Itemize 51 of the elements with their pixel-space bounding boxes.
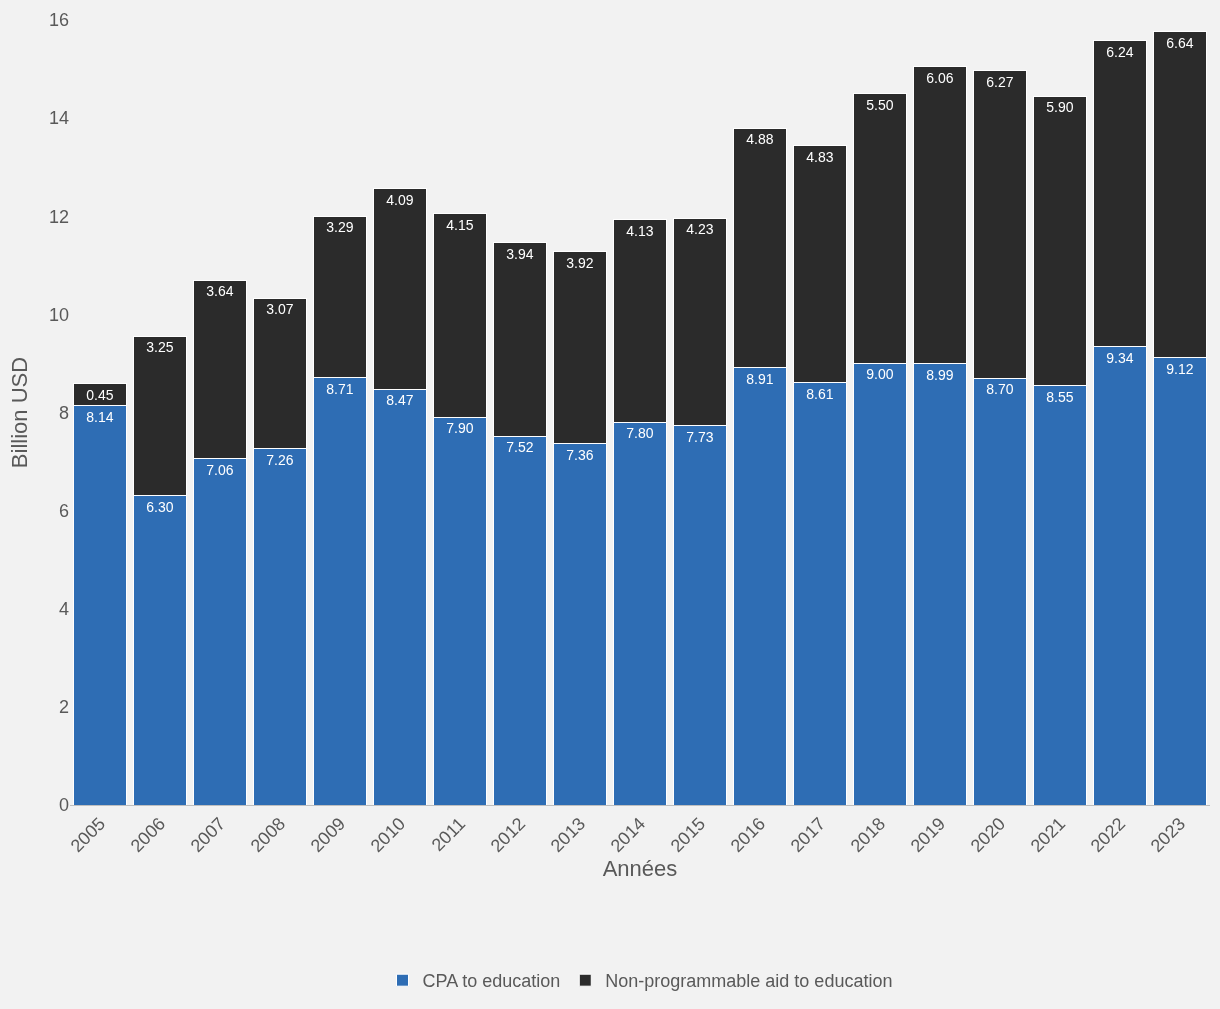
data-label: 9.00 (866, 366, 894, 383)
data-label: 3.64 (206, 283, 234, 300)
data-label: 8.14 (86, 408, 114, 425)
data-label: 0.45 (86, 386, 114, 403)
data-label: 7.90 (446, 420, 474, 437)
data-label: 3.29 (326, 219, 354, 236)
data-label: 8.71 (326, 380, 354, 397)
data-label: 4.09 (386, 191, 414, 208)
y-tick-label: 4 (58, 599, 69, 620)
data-label: 6.06 (926, 69, 954, 86)
data-label: 8.99 (926, 366, 954, 383)
data-label: 7.36 (566, 446, 594, 463)
data-label: 8.55 (1046, 388, 1074, 405)
y-tick-label: 10 (48, 304, 69, 325)
data-label: 4.13 (626, 222, 654, 239)
data-label: 3.07 (266, 301, 294, 318)
y-tick-label: 2 (58, 697, 69, 718)
data-label: 4.23 (686, 221, 714, 238)
data-label: 4.88 (746, 131, 774, 148)
data-label: 9.34 (1106, 349, 1134, 366)
data-label: 6.27 (986, 73, 1014, 90)
x-axis-title: Années (602, 856, 678, 882)
y-tick-label: 6 (58, 500, 69, 521)
data-label: 3.92 (566, 254, 594, 271)
data-label: 9.12 (1166, 360, 1194, 377)
data-label: 8.91 (746, 370, 774, 387)
y-axis-title: Billion USD (6, 356, 32, 469)
data-label: 5.90 (1046, 99, 1074, 116)
y-tick-label: 16 (48, 10, 69, 31)
y-tick-label: 0 (58, 795, 69, 816)
data-label: 7.80 (626, 425, 654, 442)
data-label: 3.94 (506, 245, 534, 262)
data-label: 3.25 (146, 339, 174, 356)
data-label: 5.50 (866, 96, 894, 113)
data-label: 6.30 (146, 498, 174, 515)
legend-label: Non-programmable aid to education (605, 971, 893, 992)
data-label: 8.61 (806, 385, 834, 402)
data-label: 7.52 (506, 439, 534, 456)
data-label: 8.47 (386, 392, 414, 409)
data-label: 7.26 (266, 451, 294, 468)
data-label: 8.70 (986, 381, 1014, 398)
y-tick-label: 12 (48, 206, 69, 227)
y-tick-label: 8 (58, 402, 69, 423)
data-label: 6.24 (1106, 43, 1134, 60)
legend-label: CPA to education (422, 971, 561, 992)
data-label: 7.73 (686, 428, 714, 445)
data-label: 6.64 (1166, 34, 1194, 51)
data-label: 7.06 (206, 461, 234, 478)
data-label: 4.83 (806, 148, 834, 165)
data-label: 4.15 (446, 216, 474, 233)
y-tick-label: 14 (48, 108, 69, 129)
